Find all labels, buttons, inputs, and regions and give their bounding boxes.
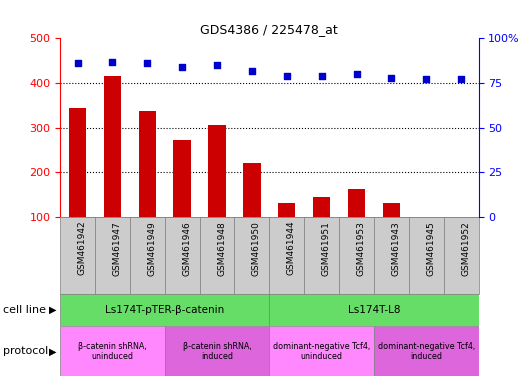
Bar [374, 217, 409, 294]
Bar [95, 217, 130, 294]
Text: GSM461944: GSM461944 [287, 221, 296, 275]
Text: GSM461953: GSM461953 [357, 221, 366, 276]
Point [143, 60, 152, 66]
Bar [269, 326, 374, 376]
Point [178, 64, 186, 70]
Text: GSM461950: GSM461950 [252, 221, 261, 276]
Bar [200, 217, 234, 294]
Point [457, 76, 465, 83]
Point [282, 73, 291, 79]
Bar [130, 217, 165, 294]
Text: GSM461946: GSM461946 [182, 221, 191, 276]
Text: GSM461951: GSM461951 [322, 221, 331, 276]
Point [73, 60, 82, 66]
Point [108, 58, 117, 65]
Bar [208, 125, 226, 217]
Text: Ls174T-L8: Ls174T-L8 [348, 305, 400, 315]
Text: GSM461947: GSM461947 [112, 221, 121, 276]
Text: dominant-negative Tcf4,
uninduced: dominant-negative Tcf4, uninduced [273, 342, 370, 361]
Bar [313, 197, 331, 217]
Bar [374, 326, 479, 376]
Bar [234, 217, 269, 294]
Point [317, 73, 326, 79]
Bar [339, 217, 374, 294]
Bar [165, 217, 200, 294]
Text: dominant-negative Tcf4,
induced: dominant-negative Tcf4, induced [378, 342, 475, 361]
Bar [444, 217, 479, 294]
Text: ▶: ▶ [49, 305, 56, 315]
Bar [174, 140, 191, 217]
Text: GSM461949: GSM461949 [147, 221, 156, 276]
Bar [383, 203, 400, 217]
Bar [348, 189, 365, 217]
Point [213, 62, 221, 68]
Text: GSM461952: GSM461952 [461, 221, 470, 276]
Text: β-catenin shRNA,
uninduced: β-catenin shRNA, uninduced [78, 342, 147, 361]
Text: GSM461948: GSM461948 [217, 221, 226, 276]
Point [422, 76, 430, 83]
Bar [243, 164, 260, 217]
Bar [278, 203, 295, 217]
Text: GSM461942: GSM461942 [77, 221, 87, 275]
Point [387, 74, 395, 81]
Text: GSM461945: GSM461945 [426, 221, 435, 276]
Bar [269, 294, 479, 326]
Bar [104, 76, 121, 217]
Point [353, 71, 361, 77]
Text: ▶: ▶ [49, 346, 56, 356]
Bar [304, 217, 339, 294]
Bar [269, 217, 304, 294]
Bar [409, 217, 444, 294]
Bar [139, 111, 156, 217]
Bar [165, 326, 269, 376]
Text: β-catenin shRNA,
induced: β-catenin shRNA, induced [183, 342, 252, 361]
Bar [60, 294, 269, 326]
Text: GSM461943: GSM461943 [391, 221, 401, 276]
Title: GDS4386 / 225478_at: GDS4386 / 225478_at [200, 23, 338, 36]
Text: cell line: cell line [3, 305, 46, 315]
Point [248, 68, 256, 74]
Bar [60, 217, 95, 294]
Bar [60, 326, 165, 376]
Text: protocol: protocol [3, 346, 48, 356]
Text: Ls174T-pTER-β-catenin: Ls174T-pTER-β-catenin [105, 305, 224, 315]
Bar [69, 108, 86, 217]
